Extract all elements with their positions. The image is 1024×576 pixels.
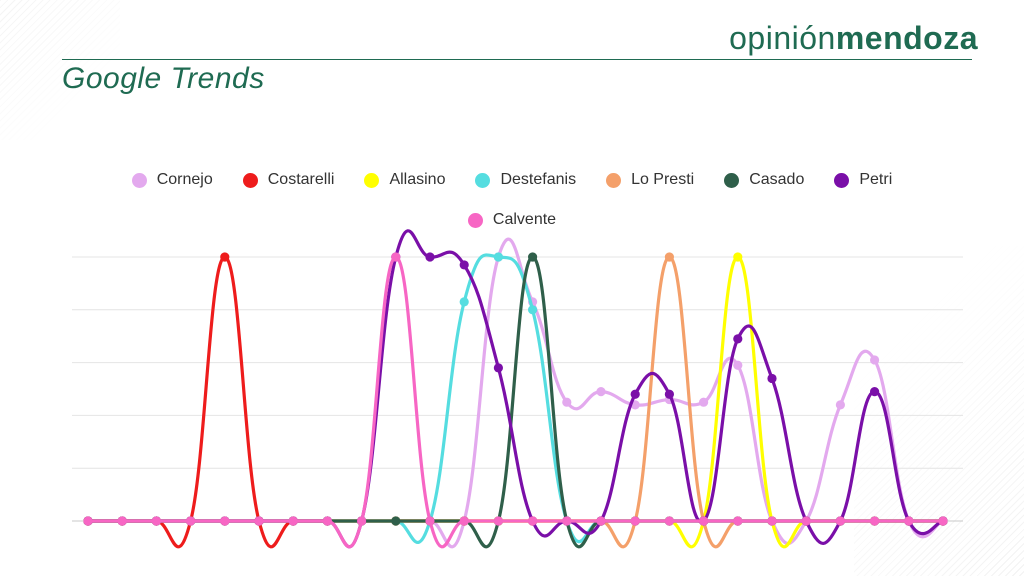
legend-item-cornejo: Cornejo — [131, 171, 213, 189]
data-point-petri — [425, 252, 435, 262]
legend-item-casado: Casado — [724, 171, 804, 189]
data-point-calvente — [391, 252, 401, 262]
data-point-calvente — [767, 516, 777, 526]
legend-row: Cornejo Costarelli Allasino Destefanis Lo Pr… — [0, 168, 1024, 192]
data-point-casado — [528, 252, 538, 262]
data-point-calvente — [801, 516, 811, 526]
data-point-casado — [391, 516, 401, 526]
data-point-calvente — [664, 516, 675, 526]
header-rule — [62, 59, 972, 60]
data-point-costarelli — [220, 252, 230, 262]
legend-label: Casado — [749, 171, 805, 188]
chart-legend: Cornejo Costarelli Allasino Destefanis Lo Pr… — [0, 168, 1024, 248]
data-point-calvente — [938, 516, 948, 526]
data-point-petri — [870, 387, 880, 397]
data-point-petri — [493, 363, 503, 373]
data-point-petri — [459, 260, 469, 270]
data-point-calvente — [254, 516, 264, 526]
legend-label: Costarelli — [267, 171, 335, 188]
legend-item-calvente: Calvente — [467, 211, 557, 229]
data-point-cornejo — [596, 387, 606, 397]
series-costarelli — [83, 252, 948, 549]
brand-bold: mendoza — [835, 20, 978, 56]
legend-swatch — [364, 172, 380, 188]
data-point-calvente — [904, 516, 914, 526]
data-point-calvente — [493, 516, 503, 526]
data-point-cornejo — [870, 355, 880, 365]
data-point-petri — [733, 334, 743, 344]
data-point-calvente — [733, 516, 743, 526]
legend-swatch — [467, 212, 483, 228]
legend-row: Calvente — [0, 208, 1024, 232]
legend-label: Calvente — [492, 211, 557, 228]
data-point-cornejo — [562, 397, 572, 407]
data-point-calvente — [425, 516, 435, 526]
legend-label: Lo Presti — [631, 171, 695, 188]
data-point-petri — [767, 373, 777, 384]
data-point-calvente — [562, 516, 572, 526]
brand-logo: opiniónmendoza — [729, 20, 978, 57]
data-point-calvente — [151, 516, 161, 526]
data-point-calvente — [835, 516, 846, 526]
data-point-calvente — [596, 516, 606, 526]
data-point-calvente — [186, 516, 196, 526]
data-point-destefanis — [528, 305, 538, 315]
legend-item-petri: Petri — [834, 171, 892, 189]
data-point-destefanis — [493, 252, 503, 262]
data-point-destefanis — [459, 297, 469, 307]
data-point-calvente — [288, 516, 298, 526]
data-point-calvente — [699, 516, 709, 526]
data-point-cornejo — [733, 360, 743, 370]
data-point-calvente — [459, 516, 469, 526]
data-point-calvente — [357, 516, 367, 526]
data-point-calvente — [322, 516, 332, 526]
legend-label: Cornejo — [156, 171, 213, 188]
legend-item-costarelli: Costarelli — [242, 171, 335, 189]
legend-swatch — [606, 172, 622, 188]
legend-label: Petri — [859, 171, 893, 188]
data-point-calvente — [870, 516, 880, 526]
series-cornejo — [83, 237, 948, 549]
data-point-calvente — [220, 516, 230, 526]
series-calvente — [83, 252, 948, 549]
legend-swatch — [242, 172, 258, 188]
data-point-allasino — [733, 252, 743, 262]
series-petri — [83, 229, 948, 549]
data-point-lo-presti — [664, 252, 675, 262]
data-point-cornejo — [835, 400, 846, 410]
brand-light: opinión — [729, 20, 836, 56]
page-title: Google Trends — [62, 62, 265, 95]
series-line-calvente — [87, 255, 943, 549]
legend-swatch — [724, 172, 740, 188]
legend-swatch — [475, 172, 491, 188]
data-point-petri — [664, 389, 675, 399]
legend-item-lo-presti: Lo Presti — [606, 171, 694, 189]
data-point-petri — [630, 389, 640, 399]
legend-swatch — [131, 172, 147, 188]
data-point-cornejo — [699, 397, 709, 407]
legend-item-allasino: Allasino — [364, 171, 445, 189]
legend-label: Destefanis — [500, 171, 577, 188]
data-point-calvente — [528, 516, 538, 526]
data-point-calvente — [117, 516, 127, 526]
legend-item-destefanis: Destefanis — [475, 171, 576, 189]
data-point-calvente — [630, 516, 640, 526]
legend-label: Allasino — [389, 171, 446, 188]
data-point-calvente — [83, 516, 93, 526]
legend-swatch — [834, 172, 850, 188]
